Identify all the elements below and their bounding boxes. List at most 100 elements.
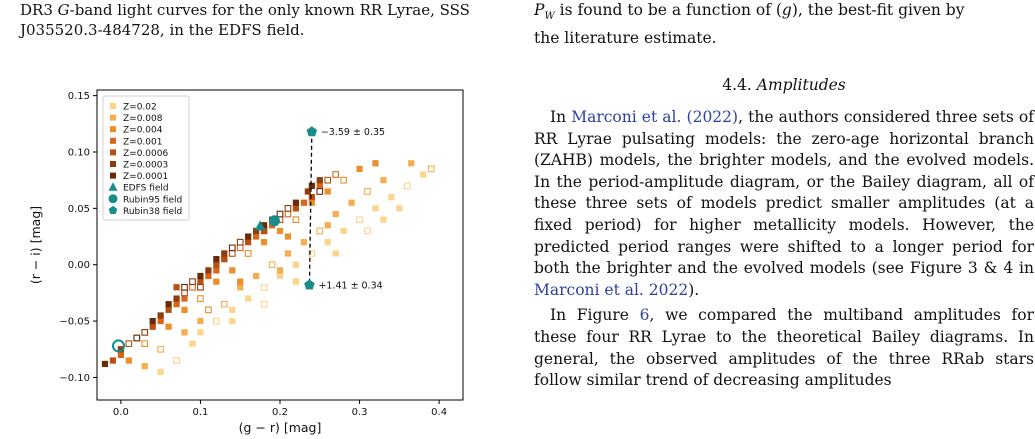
data-point bbox=[213, 267, 220, 274]
figure-caption-tail: DR3 G-band light curves for the only kno… bbox=[20, 0, 490, 40]
section-body: In Marconi et al. (2022), the authors co… bbox=[534, 107, 1034, 392]
data-point bbox=[141, 329, 149, 336]
previous-paragraph-tail: PW is found to be a function of (g), the… bbox=[534, 0, 1034, 49]
legend-marker bbox=[110, 137, 116, 144]
data-point bbox=[149, 323, 156, 330]
caption-text-2: J035520.3-484728, in the EDFS field. bbox=[20, 21, 305, 39]
data-point bbox=[237, 278, 244, 285]
data-point bbox=[165, 306, 172, 313]
data-point bbox=[236, 244, 244, 252]
data-point bbox=[109, 357, 117, 364]
p1-text-1: , the authors considered three sets of R… bbox=[534, 108, 1034, 278]
data-point bbox=[181, 283, 188, 291]
data-point bbox=[260, 283, 268, 291]
rubin95-marker bbox=[268, 215, 280, 227]
legend-label: Z=0.0001 bbox=[123, 172, 168, 182]
x-tick-label: 0.2 bbox=[272, 407, 288, 418]
uncertainty-annotation: +1.41 ± 0.34 bbox=[318, 281, 382, 292]
legend-marker bbox=[110, 172, 116, 179]
data-point bbox=[284, 205, 292, 212]
data-point bbox=[220, 300, 228, 308]
data-point bbox=[308, 182, 315, 189]
data-point bbox=[356, 165, 363, 173]
data-point bbox=[244, 250, 252, 257]
data-point bbox=[420, 171, 427, 178]
data-point bbox=[189, 278, 196, 285]
data-point bbox=[276, 210, 284, 218]
data-point bbox=[157, 317, 164, 325]
citation-link-2[interactable]: Marconi et al. 2022 bbox=[534, 280, 689, 299]
y-tick-label: 0.05 bbox=[68, 204, 90, 215]
data-point bbox=[260, 300, 268, 308]
legend-label: Z=0.0003 bbox=[123, 161, 168, 171]
data-point bbox=[324, 222, 331, 229]
data-point bbox=[149, 317, 156, 325]
data-point bbox=[276, 227, 284, 235]
data-point bbox=[332, 171, 340, 178]
data-point bbox=[212, 317, 220, 325]
data-point bbox=[181, 329, 188, 336]
legend-marker bbox=[110, 149, 116, 156]
data-point bbox=[101, 360, 109, 368]
data-point bbox=[237, 284, 244, 291]
data-point bbox=[340, 176, 348, 184]
data-point bbox=[181, 306, 188, 313]
data-point bbox=[300, 199, 307, 206]
prev-text-1b: is found to be a function of ( bbox=[559, 1, 782, 19]
data-point bbox=[324, 239, 331, 246]
data-point bbox=[260, 239, 268, 246]
citation-link-1[interactable]: Marconi et al. (2022) bbox=[571, 108, 739, 126]
legend-label: Z=0.001 bbox=[123, 137, 162, 147]
data-point bbox=[141, 340, 149, 347]
rubin38-marker bbox=[306, 126, 318, 137]
data-point bbox=[332, 250, 339, 257]
data-point bbox=[308, 199, 315, 206]
legend-label: Z=0.02 bbox=[123, 103, 157, 113]
data-point bbox=[308, 250, 316, 257]
data-point bbox=[197, 272, 204, 280]
data-point bbox=[380, 177, 387, 184]
data-point bbox=[157, 312, 164, 319]
paragraph-2: In Figure 6, we compared the multiband a… bbox=[534, 305, 1034, 391]
data-point bbox=[173, 284, 180, 291]
data-point bbox=[408, 160, 415, 167]
data-point bbox=[197, 329, 204, 336]
data-point bbox=[213, 278, 220, 285]
y-axis-label: (r − i) [mag] bbox=[28, 206, 43, 284]
legend-label: Z=0.008 bbox=[123, 114, 163, 124]
section-title: Amplitudes bbox=[756, 76, 846, 94]
data-point bbox=[197, 283, 204, 291]
data-point bbox=[197, 317, 204, 325]
data-point bbox=[332, 210, 339, 218]
data-point bbox=[173, 295, 180, 302]
data-point bbox=[316, 227, 324, 235]
data-point bbox=[205, 272, 212, 280]
p2-prefix: In Figure bbox=[550, 306, 640, 325]
data-point bbox=[165, 323, 172, 330]
data-point bbox=[245, 233, 252, 240]
prev-text-2: the literature estimate. bbox=[534, 28, 717, 47]
legend-marker bbox=[108, 194, 118, 204]
data-point bbox=[292, 216, 300, 223]
caption-text-1a: DR3 bbox=[20, 1, 58, 19]
right-column: PW is found to be a function of (g), the… bbox=[534, 0, 1034, 439]
data-point bbox=[181, 295, 188, 302]
legend-box bbox=[102, 95, 190, 221]
color-color-chart: 0.0 0.1 0.2 0.3 0.4 −0.10 −0.05 0.00 0.05 0.10 0.1… bbox=[28, 89, 464, 435]
figure-link[interactable]: 6 bbox=[639, 306, 650, 325]
data-point bbox=[197, 295, 204, 302]
data-point bbox=[388, 193, 395, 201]
data-point bbox=[316, 177, 323, 184]
data-point bbox=[141, 363, 148, 370]
data-point bbox=[364, 188, 371, 195]
data-point bbox=[229, 306, 236, 313]
data-point bbox=[253, 233, 260, 240]
data-point bbox=[316, 182, 323, 189]
data-point bbox=[348, 199, 355, 206]
legend-marker bbox=[110, 161, 116, 167]
legend-label: Z=0.004 bbox=[123, 126, 163, 136]
data-point bbox=[324, 188, 331, 195]
data-point bbox=[205, 306, 212, 314]
data-point bbox=[284, 210, 292, 218]
x-tick-label: 0.4 bbox=[431, 407, 447, 418]
